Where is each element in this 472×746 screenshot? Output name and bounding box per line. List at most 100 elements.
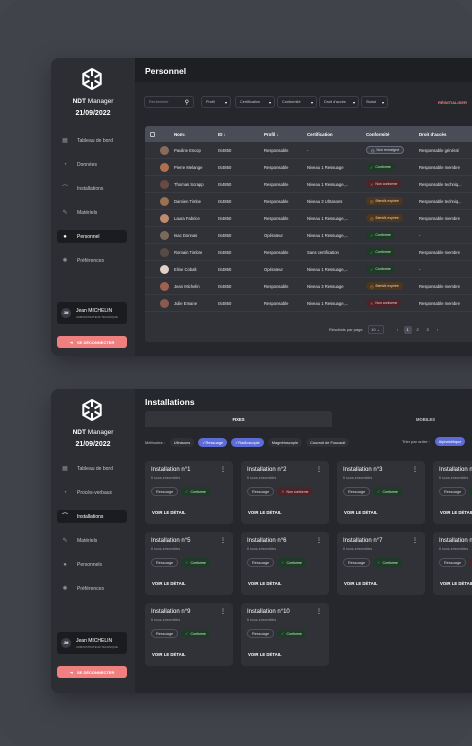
table-row[interactable]: Pierre Melange IS4850 Responsable Niveau 1 … (145, 159, 472, 176)
sidebar-item-tableau-de-bord[interactable]: ▦ Tableau de bord (57, 462, 127, 475)
more-vertical-icon[interactable]: ⋮ (316, 467, 322, 473)
reset-filters-button[interactable]: RÉINITIALISER (438, 100, 467, 105)
sidebar-item-label: Matériels (77, 537, 98, 544)
installation-card[interactable]: Installation n°46 sous-ensembles⋮Ressuag… (433, 461, 472, 524)
brand: NDT Manager (51, 429, 135, 436)
filter-conformit-[interactable]: Conformité ▾ (277, 96, 317, 108)
card-tags: Ressuage✓Conforme (343, 558, 402, 567)
select-all-cell[interactable] (145, 131, 157, 137)
table-row[interactable]: Julie Emane IS4850 Responsable Niveau 1 Res… (145, 295, 472, 312)
method-chip-ressuage[interactable]: ✓ Ressuage (198, 437, 228, 447)
view-detail-link[interactable]: VOIR LE DÉTAIL (152, 510, 186, 515)
table-row[interactable]: Romain Timbre IS4850 Responsable Sans certi… (145, 244, 472, 261)
installation-card[interactable]: Installation n°2 6 sous-ensembles ⋮ Ressuag… (241, 461, 329, 524)
installation-card[interactable]: Installation n°1 6 sous-ensembles ⋮ Ressuag… (145, 461, 233, 524)
conformity-cell: ◷ Non renseigné (366, 146, 419, 154)
method-chip-courant-de-foucault[interactable]: Courant de Foucault (306, 437, 350, 447)
view-detail-link[interactable]: VOIR LE DÉTAIL (152, 581, 186, 586)
view-detail-link[interactable]: VOIR LE DÉTAIL (344, 510, 378, 515)
search-input[interactable]: Rechercher ⚲ (144, 96, 194, 108)
sort-select[interactable]: Alphabétique (434, 437, 466, 446)
status-icon: ✓ (185, 489, 189, 494)
table-row[interactable]: Jean Michelin IS4850 Responsable Niveau 3 R… (145, 278, 472, 295)
sidebar-item-mat-riels[interactable]: ✎ Matériels (57, 206, 127, 219)
sidebar-item-donn-es[interactable]: ◔ Données (57, 158, 127, 171)
brand-sub: Manager (87, 98, 114, 105)
page-2[interactable]: 2 (416, 327, 419, 332)
sidebar-item-proc-s-verbaux[interactable]: ◔ Procès-verbaux (57, 486, 127, 499)
sidebar-item-personnel[interactable]: ● Personnel (57, 230, 127, 243)
avatar (160, 281, 169, 291)
card-title: Installation n°7 (343, 538, 383, 544)
sidebar-item-pr-f-rences[interactable]: ✺ Préférences (57, 254, 127, 267)
installation-card[interactable]: Installation n°9 6 sous-ensembles ⋮ Ressuag… (145, 603, 233, 666)
table-row[interactable]: Pauline Escop IS4850 Responsable - ◷ Non rens… (145, 142, 472, 159)
sidebar-item-tableau-de-bord[interactable]: ▦ Tableau de bord (57, 134, 127, 147)
more-vertical-icon[interactable]: ⋮ (220, 609, 226, 615)
sidebar-item-installations[interactable]: ⌒ Installations (57, 182, 127, 195)
view-detail-link[interactable]: VOIR LE DÉTAIL (440, 581, 472, 586)
logout-button[interactable]: ⇥ SE DÉCONNECTER (57, 666, 127, 678)
filter-statut[interactable]: Statut ▾ (361, 96, 388, 108)
user-card[interactable]: JM Jean MICHELIN ADMINISTRATEUR TECHNIQU… (57, 302, 127, 324)
column-header[interactable]: ID ↓ (218, 132, 264, 137)
installation-card[interactable]: Installation n°3 6 sous-ensembles ⋮ Ressuag… (337, 461, 425, 524)
installation-card[interactable]: Installation n°7 6 sous-ensembles ⋮ Ressuag… (337, 532, 425, 595)
installation-card[interactable]: Installation n°5 6 sous-ensembles ⋮ Ressuag… (145, 532, 233, 595)
table-row[interactable]: Damien Timbe IS4850 Responsable Niveau 3 Ul… (145, 193, 472, 210)
status-icon: ✓ (377, 560, 381, 565)
logout-button[interactable]: ⇥ SE DÉCONNECTER (57, 336, 127, 348)
column-header[interactable]: Droit d'accès (419, 132, 472, 137)
name-cell: Eline Cobalt (157, 264, 218, 274)
next-page-icon[interactable]: › (436, 327, 439, 332)
sidebar-item-mat-riels[interactable]: ✎ Matériels (57, 534, 127, 547)
view-detail-link[interactable]: VOIR LE DÉTAIL (344, 581, 378, 586)
status-badge: ✕Non conforme (366, 180, 402, 188)
table-row[interactable]: Laura Fabrice IS4850 Responsable Niveau 1 R… (145, 210, 472, 227)
tab-fixes[interactable]: FIXES (145, 411, 332, 427)
filter-profil[interactable]: Profil ▾ (201, 96, 231, 108)
installation-card[interactable]: Installation n°10 6 sous-ensembles ⋮ Ressua… (241, 603, 329, 666)
column-header[interactable]: Certification (307, 132, 366, 137)
table-row[interactable]: Thomas Scrapp IS4850 Responsable Niveau 1 R… (145, 176, 472, 193)
installation-card[interactable]: Installation n°86 sous-ensembles⋮Ressuag… (433, 532, 472, 595)
table-row[interactable]: Isac Donnas IS4850 Opérateur Niveau 1 Ressu… (145, 227, 472, 244)
sidebar-item-personnels[interactable]: ● Personnels (57, 558, 127, 571)
filter-certification[interactable]: Certification ▾ (235, 96, 275, 108)
installation-card[interactable]: Installation n°6 6 sous-ensembles ⋮ Ressuag… (241, 532, 329, 595)
column-header[interactable]: Profil ↓ (264, 132, 307, 137)
view-detail-link[interactable]: VOIR LE DÉTAIL (248, 652, 282, 657)
table-row[interactable]: Eline Cobalt IS4850 Opérateur Niveau 1 Ress… (145, 261, 472, 278)
filter-droit-d-acc-s[interactable]: Droit d'accès ▾ (319, 96, 359, 108)
method-chip-radioscopie[interactable]: ✓ Radioscopie (231, 437, 264, 447)
user-card[interactable]: JM Jean MICHELIN ADMINISTRATEUR TECHNIQU… (57, 632, 127, 654)
page-1[interactable]: 1 (403, 325, 412, 334)
more-vertical-icon[interactable]: ⋮ (316, 609, 322, 615)
status-icon: ✓ (370, 249, 374, 255)
more-vertical-icon[interactable]: ⋮ (220, 467, 226, 473)
view-detail-link[interactable]: VOIR LE DÉTAIL (440, 510, 472, 515)
prev-page-icon[interactable]: ‹ (396, 327, 399, 332)
column-header[interactable]: Nom ↓ (157, 132, 218, 137)
view-detail-link[interactable]: VOIR LE DÉTAIL (152, 652, 186, 657)
card-tags: Ressuage✓Conforme (247, 558, 306, 567)
more-vertical-icon[interactable]: ⋮ (412, 538, 418, 544)
view-detail-link[interactable]: VOIR LE DÉTAIL (248, 581, 282, 586)
more-vertical-icon[interactable]: ⋮ (220, 538, 226, 544)
method-chip-ultrasons[interactable]: Ultrasons (169, 437, 195, 447)
sidebar-item-installations[interactable]: ⌒ Installations (57, 510, 127, 523)
sidebar-item-pr-f-rences[interactable]: ✺ Préférences (57, 582, 127, 595)
status-label: Bientôt expirée (375, 284, 399, 288)
more-vertical-icon[interactable]: ⋮ (316, 538, 322, 544)
method-chip-magn-toscopie[interactable]: Magnétoscopie (267, 437, 303, 447)
id-cell: IS4850 (218, 147, 232, 153)
page-3[interactable]: 3 (426, 327, 429, 332)
select-all-checkbox[interactable] (150, 131, 155, 137)
tab-mobiles[interactable]: MOBILES (415, 416, 436, 422)
column-header[interactable]: Conformité (366, 132, 419, 137)
view-detail-link[interactable]: VOIR LE DÉTAIL (248, 510, 282, 515)
brand: NDT Manager (51, 98, 135, 105)
personnel-window: NDT Manager 21/09/2022 ▦ Tableau de bord ◔… (51, 58, 472, 356)
more-vertical-icon[interactable]: ⋮ (412, 467, 418, 473)
per-page-select[interactable]: 10 ⌄ (367, 325, 384, 334)
